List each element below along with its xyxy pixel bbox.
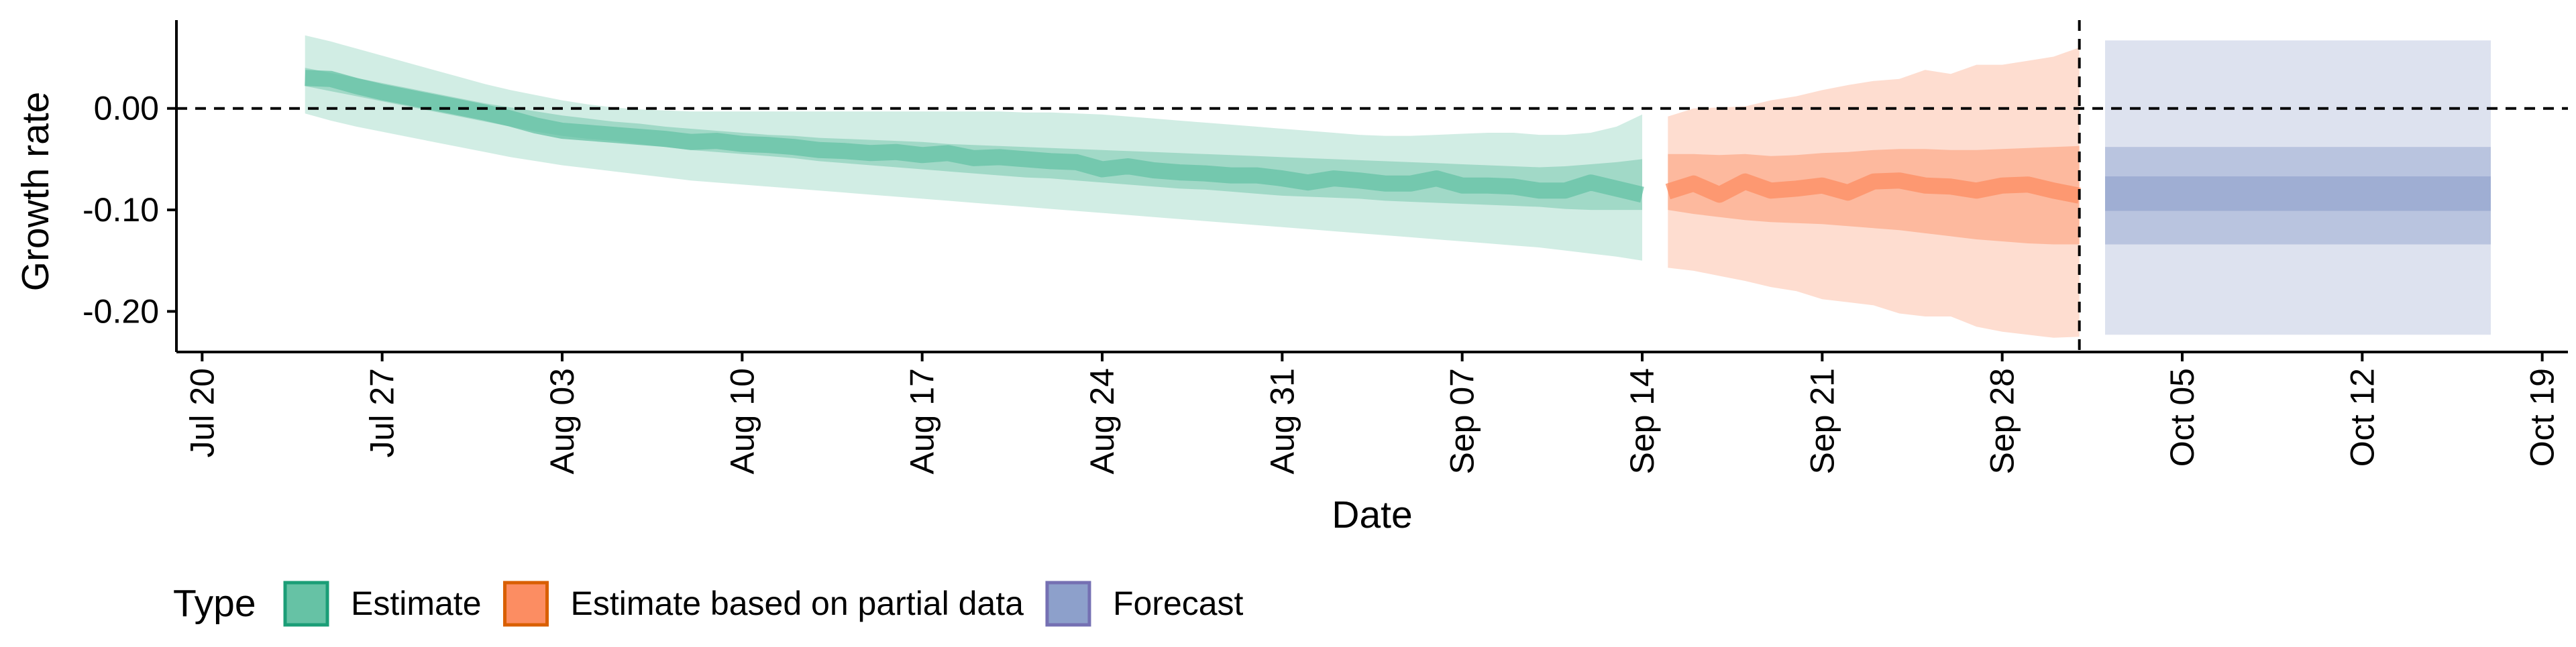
x-tick-label: Jul 20 bbox=[183, 368, 221, 457]
axes-layer bbox=[175, 20, 2568, 353]
forecast-legend-label: Forecast bbox=[1113, 585, 1244, 622]
partial-band-50 bbox=[1668, 145, 2080, 245]
partial-legend-label: Estimate based on partial data bbox=[571, 585, 1024, 622]
estimate-median-line bbox=[305, 70, 1644, 203]
x-ticks: Jul 20 Jul 27 Aug 03 Aug 10 Aug 17 Aug 24 Aug … bbox=[183, 352, 2561, 474]
legend: Type Estimate Estimate based on partial da… bbox=[173, 581, 1244, 627]
forecast-legend-key bbox=[1045, 581, 1091, 627]
x-tick-label: Oct 12 bbox=[2343, 368, 2381, 467]
x-tick-label: Oct 19 bbox=[2524, 368, 2561, 467]
x-tick-label: Oct 05 bbox=[2163, 368, 2201, 467]
medians-layer bbox=[305, 70, 2082, 204]
x-axis-title: Date bbox=[1332, 493, 1412, 536]
partial-median-line bbox=[1665, 172, 2082, 204]
x-tick-label: Aug 03 bbox=[543, 368, 581, 474]
partial-band-90 bbox=[1668, 47, 2080, 338]
estimate-band-90 bbox=[305, 35, 1643, 261]
y-ticks: 0.00 -0.10 -0.20 bbox=[83, 90, 176, 330]
x-tick-label: Sep 21 bbox=[1803, 368, 1841, 474]
y-axis-title: Growth rate bbox=[14, 92, 57, 292]
x-tick-label: Aug 17 bbox=[904, 368, 941, 474]
x-tick-label: Aug 10 bbox=[723, 368, 761, 474]
x-tick-label: Jul 27 bbox=[364, 368, 401, 457]
estimate-legend-label: Estimate bbox=[351, 585, 482, 622]
x-tick-label: Sep 07 bbox=[1444, 368, 1481, 474]
partial-legend-key bbox=[503, 581, 549, 627]
reference-lines bbox=[176, 20, 2568, 352]
x-tick-label: Sep 28 bbox=[1984, 368, 2021, 474]
x-tick-label: Aug 31 bbox=[1263, 368, 1301, 474]
y-tick-label: 0.00 bbox=[94, 90, 159, 127]
y-tick-label: -0.20 bbox=[83, 292, 159, 330]
x-tick-label: Sep 14 bbox=[1623, 368, 1661, 474]
bands-layer bbox=[305, 35, 2491, 338]
y-tick-label: -0.10 bbox=[83, 191, 159, 229]
legend-title: Type bbox=[173, 582, 256, 625]
forecast-band-20 bbox=[2105, 176, 2491, 211]
estimate-legend-key bbox=[283, 581, 329, 627]
x-tick-label: Aug 24 bbox=[1083, 368, 1121, 474]
